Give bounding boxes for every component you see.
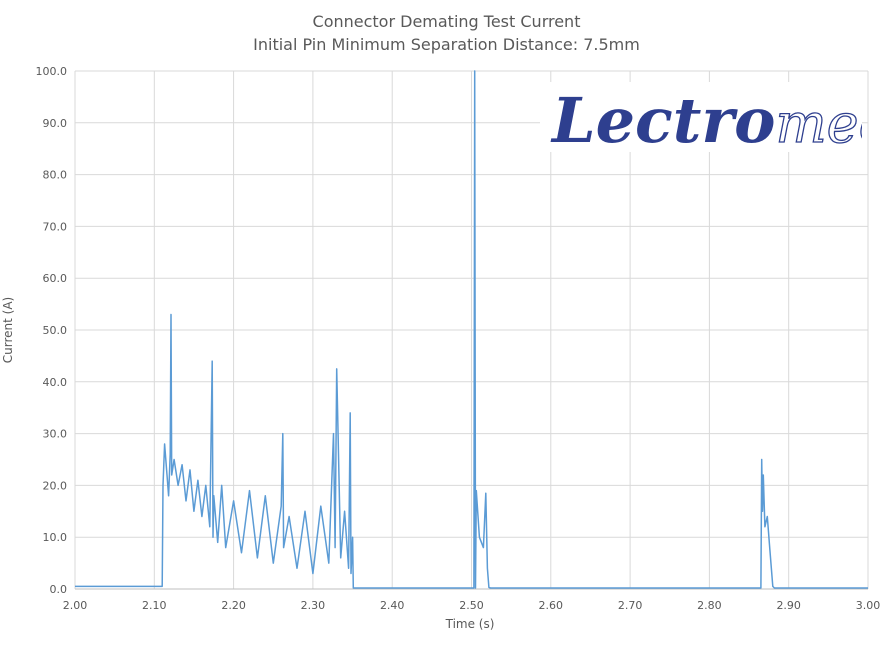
x-tick-label: 2.30 <box>301 599 326 612</box>
logo-bold-text: Lectro <box>550 84 775 152</box>
y-tick-label: 0.0 <box>50 583 68 596</box>
x-tick-label: 2.10 <box>142 599 167 612</box>
x-tick-label: 2.20 <box>221 599 246 612</box>
y-tick-label: 40.0 <box>43 376 68 389</box>
x-tick-label: 2.40 <box>380 599 405 612</box>
y-tick-label: 10.0 <box>43 531 68 544</box>
lectromec-logo: Lectromec <box>540 82 890 157</box>
y-tick-label: 90.0 <box>43 117 68 130</box>
y-tick-label: 30.0 <box>43 428 68 441</box>
x-axis-label: Time (s) <box>445 617 495 631</box>
y-axis-label: Current (A) <box>1 296 15 364</box>
chart-subtitle: Initial Pin Minimum Separation Distance:… <box>253 35 640 54</box>
x-tick-label: 2.00 <box>63 599 88 612</box>
x-tick-label: 2.50 <box>459 599 484 612</box>
logo-light-text: mec <box>775 92 862 152</box>
x-tick-label: 2.80 <box>697 599 722 612</box>
chart-title: Connector Demating Test Current <box>312 12 581 31</box>
y-tick-label: 80.0 <box>43 169 68 182</box>
series-line <box>75 70 868 589</box>
y-tick-label: 50.0 <box>43 324 68 337</box>
y-tick-label: 100.0 <box>36 65 68 78</box>
y-tick-label: 60.0 <box>43 272 68 285</box>
y-tick-label: 70.0 <box>43 220 68 233</box>
x-tick-label: 2.90 <box>776 599 801 612</box>
x-tick-label: 2.70 <box>618 599 643 612</box>
x-tick-label: 3.00 <box>856 599 881 612</box>
svg-text:Lectromec: Lectromec <box>550 84 862 152</box>
x-tick-label: 2.60 <box>539 599 564 612</box>
y-tick-label: 20.0 <box>43 479 68 492</box>
